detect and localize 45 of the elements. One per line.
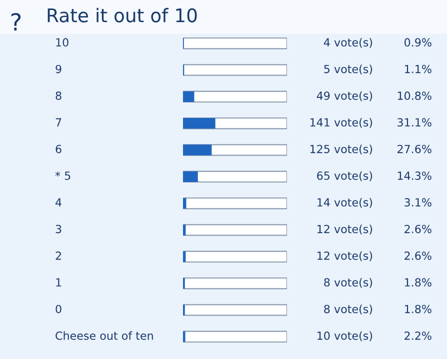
bar	[183, 91, 194, 102]
data-label: 0.9%	[404, 38, 432, 47]
text: 49 vote(s)	[316, 91, 372, 102]
text: 125 vote(s)	[310, 144, 372, 155]
data-label: 14.3%	[398, 171, 432, 180]
text: ?	[11, 12, 21, 31]
data-label: 10.8%	[398, 91, 432, 100]
text: 4 vote(s)	[324, 38, 372, 48]
text: 12 vote(s)	[318, 251, 372, 262]
data-label: 2.6%	[404, 224, 432, 234]
y-tick-label: 2	[56, 251, 61, 260]
y-tick-label: 10	[56, 38, 68, 47]
text: 10 vote(s)	[318, 331, 372, 342]
y-tick-label: 4	[56, 198, 62, 206]
y-tick-label: * 5	[55, 171, 70, 180]
data-label: 2.2%	[404, 331, 432, 340]
data-label: 27.6%	[398, 144, 432, 154]
bar	[183, 171, 198, 182]
y-tick-label: 6	[56, 144, 62, 154]
y-tick-label: Cheese out of ten	[56, 331, 153, 340]
y-tick-label: 1	[56, 278, 62, 286]
bar	[183, 144, 212, 156]
y-tick-label: 7	[56, 118, 62, 126]
text: 12 vote(s)	[318, 224, 372, 235]
data-label: 1.8%	[404, 304, 432, 314]
y-tick-label: 3	[56, 224, 62, 234]
text: 141 vote(s)	[310, 118, 372, 128]
bar	[183, 118, 216, 129]
y-tick-label: 8	[56, 91, 62, 100]
data-label: 1.1%	[404, 64, 432, 74]
data-label: 3.1%	[404, 198, 432, 207]
bar	[183, 224, 186, 236]
text: 8 vote(s)	[324, 304, 372, 315]
text: 14 vote(s)	[318, 198, 372, 208]
bar	[183, 251, 186, 262]
y-tick-label: 9	[56, 64, 62, 74]
bar	[183, 198, 186, 209]
chart-title: Rate it out of 10	[48, 8, 197, 22]
text: 65 vote(s)	[317, 171, 372, 182]
y-tick-label: 0	[56, 304, 62, 314]
text: 8 vote(s)	[324, 278, 372, 288]
data-label: 31.1%	[398, 118, 432, 127]
data-label: 2.6%	[404, 251, 432, 260]
text: 5 vote(s)	[324, 64, 372, 75]
data-label: 1.8%	[404, 278, 432, 287]
